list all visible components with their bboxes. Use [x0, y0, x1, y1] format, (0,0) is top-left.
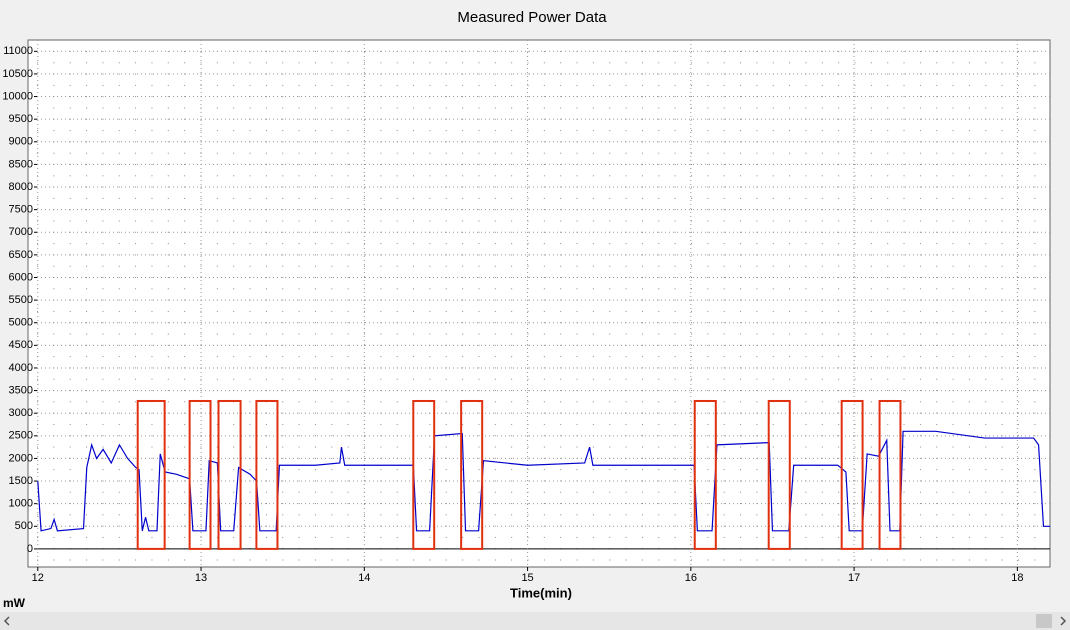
x-tick-label: 13: [195, 572, 207, 584]
scrollbar[interactable]: [0, 612, 1070, 630]
highlight-box: [217, 399, 242, 550]
y-tick-label: 9000: [9, 136, 33, 148]
x-axis-label: Time(min): [510, 585, 572, 600]
x-tick-label: 16: [685, 572, 697, 584]
y-tick-label: 0: [27, 543, 33, 555]
data-line: [37, 430, 1050, 532]
scrollbar-track[interactable]: [0, 612, 1070, 630]
y-tick-label: 11000: [3, 45, 33, 57]
highlight-box: [255, 399, 279, 550]
x-tick-label: 17: [848, 572, 860, 584]
x-tick-label: 15: [521, 572, 533, 584]
highlight-box: [878, 399, 902, 550]
y-tick-label: 7500: [9, 204, 33, 216]
y-tick-label: 1500: [9, 475, 33, 487]
y-tick-label: 8500: [9, 158, 33, 170]
y-tick-label: 5000: [9, 317, 33, 329]
x-tick-label: 14: [358, 572, 370, 584]
y-tick-label: 1000: [9, 498, 33, 510]
highlight-box: [460, 399, 484, 550]
y-tick-label: 8000: [9, 181, 33, 193]
chart-title: Measured Power Data: [457, 9, 607, 26]
y-tick-label: 6500: [9, 249, 33, 261]
y-tick-label: 6000: [9, 271, 33, 283]
y-tick-label: 10500: [2, 68, 33, 80]
highlight-box: [188, 399, 212, 550]
x-tick-label: 12: [32, 572, 44, 584]
y-tick-label: 7000: [9, 226, 33, 238]
y-tick-label: 4000: [9, 362, 33, 374]
y-tick-label: 10000: [2, 90, 33, 102]
y-tick-label: 2500: [9, 430, 33, 442]
y-tick-label: 3500: [9, 384, 33, 396]
highlight-box: [767, 399, 791, 550]
y-tick-label: 9500: [9, 113, 33, 125]
scroll-thumb[interactable]: [1036, 614, 1052, 628]
y-tick-label: 500: [15, 520, 33, 532]
y-tick-label: 2000: [9, 452, 33, 464]
highlight-box: [136, 399, 166, 550]
highlight-box: [412, 399, 436, 550]
y-tick-label: 3000: [9, 407, 33, 419]
y-tick-label: 5500: [9, 294, 33, 306]
scroll-right[interactable]: [1060, 616, 1067, 626]
x-tick-label: 18: [1011, 572, 1023, 584]
scroll-left[interactable]: [3, 616, 10, 626]
y-axis-label: mW: [3, 596, 26, 610]
highlight-box: [693, 399, 717, 550]
y-tick-label: 4500: [9, 339, 33, 351]
highlight-box: [840, 399, 864, 550]
